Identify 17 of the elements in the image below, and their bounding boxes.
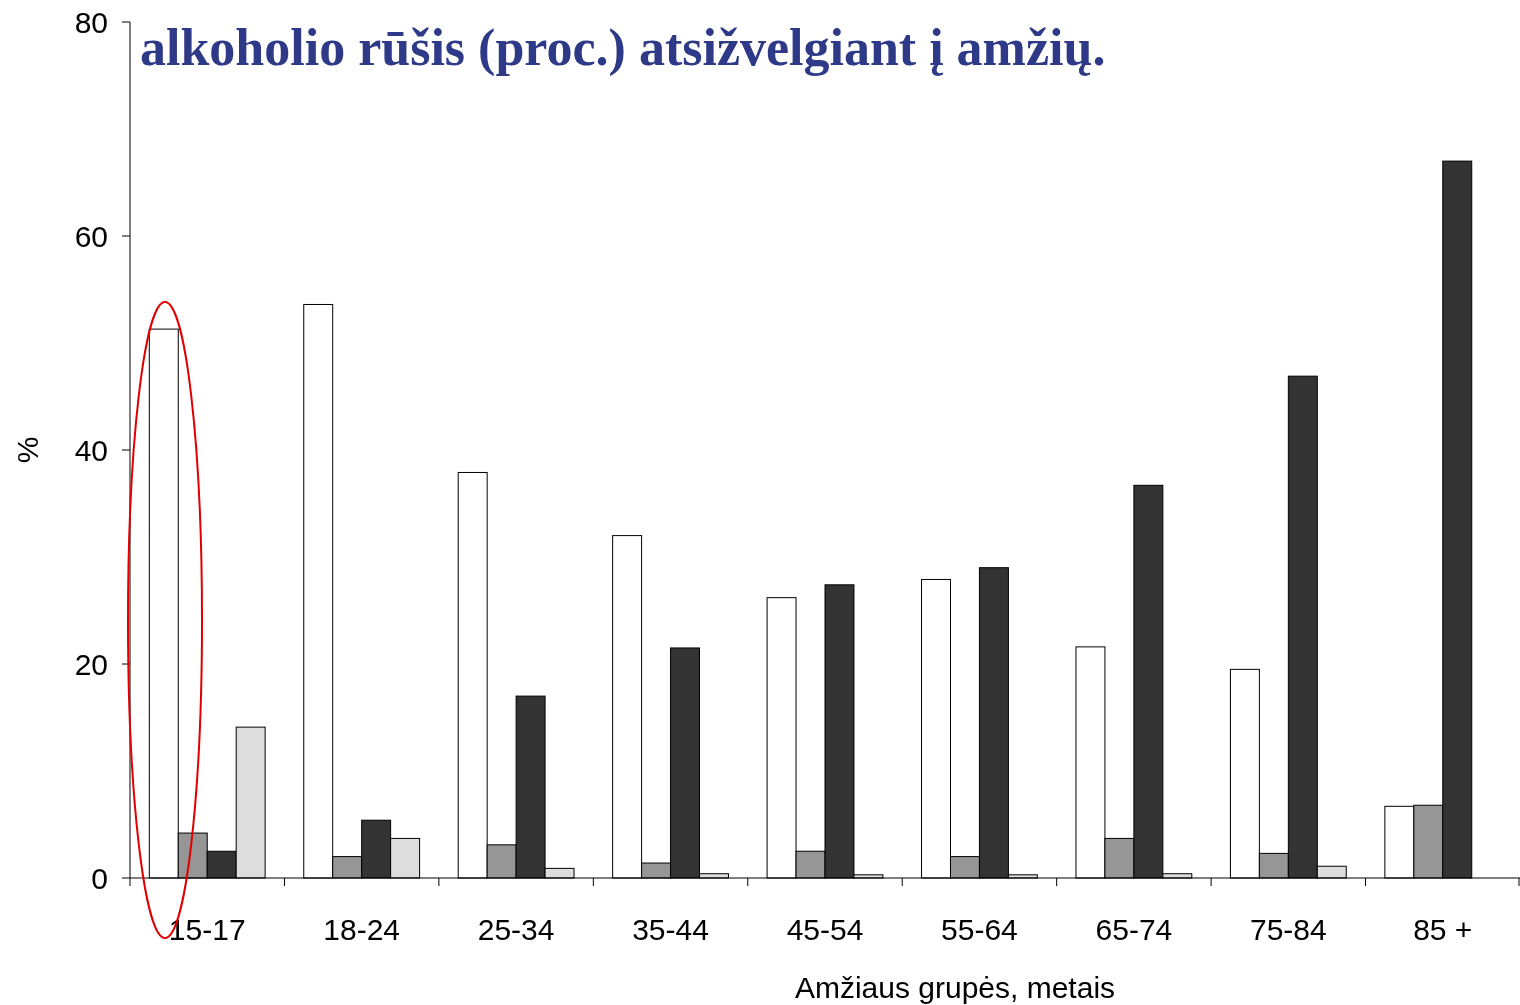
x-tick-label: 45-54: [786, 913, 864, 946]
x-tick-label: 35-44: [632, 913, 709, 946]
x-axis-title: Amžiaus grupės, metais: [794, 971, 1116, 1004]
y-tick-label: 0: [91, 861, 108, 895]
y-axis-title: %: [11, 436, 44, 464]
x-tick-label: 18-24: [323, 913, 401, 946]
y-tick-label: 60: [74, 219, 108, 253]
y-tick-label: 20: [74, 647, 108, 681]
x-tick-label: 75-84: [1249, 913, 1327, 946]
y-tick-label: 80: [74, 5, 108, 39]
x-tick-label: 25-34: [477, 913, 555, 946]
chart-title: alkoholio rūšis (proc.) atsižvelgiant į amžių.: [140, 19, 1106, 77]
x-tick-label: 15-17: [168, 913, 246, 946]
x-tick-label: 65-74: [1095, 913, 1173, 946]
y-tick-label: 40: [74, 433, 108, 467]
x-tick-label: 85 +: [1413, 913, 1473, 946]
x-tick-label: 55-64: [941, 913, 1018, 946]
